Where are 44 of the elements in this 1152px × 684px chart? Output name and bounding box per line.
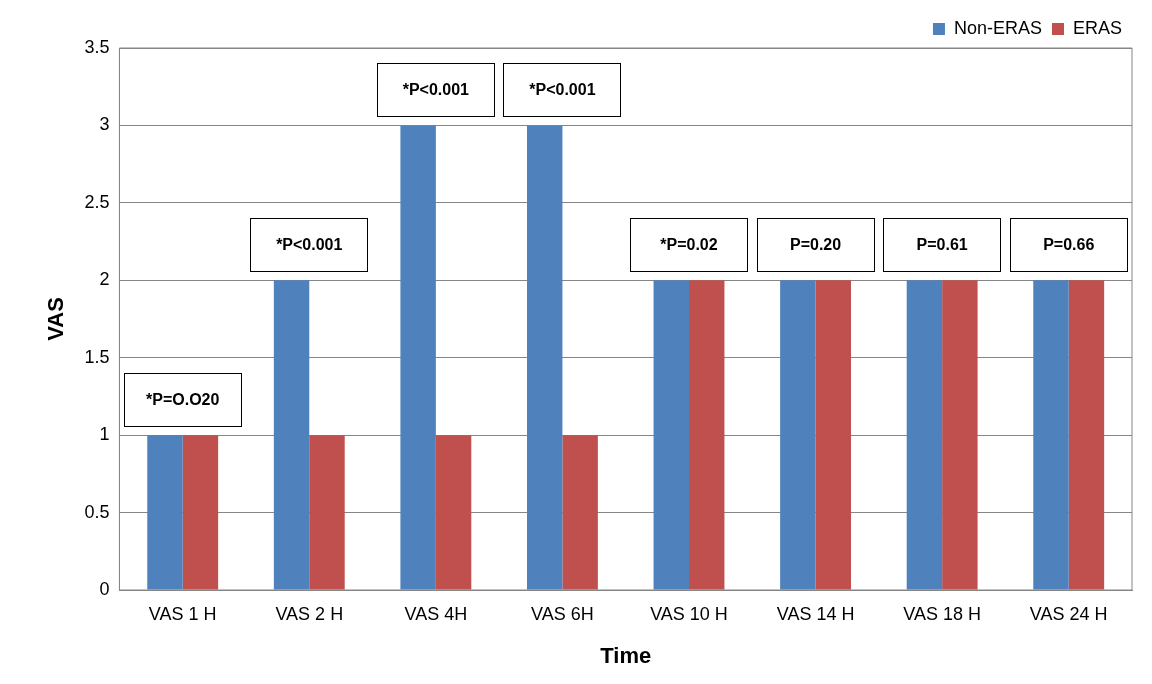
x-tick-label: VAS 4H [404,603,468,624]
x-tick-label: VAS 14 H [776,603,855,624]
callout-box: *P=O.O20 [123,373,242,428]
callout-box: *P<0.001 [376,63,495,118]
y-tick-label: 3.5 [84,36,110,57]
bar [309,435,345,590]
y-axis-title: VAS [43,297,69,341]
bar [182,435,219,590]
legend-label: Non-ERAS [953,17,1042,38]
callout-box: *P<0.001 [250,218,369,273]
bar [400,125,436,590]
x-tick-label: VAS 6H [531,603,594,624]
bar [1033,280,1069,590]
y-tick-label: 0.5 [84,501,110,522]
y-tick-label: 2.5 [84,191,110,212]
bar [526,125,563,590]
x-tick-label: VAS 2 H [275,603,344,624]
x-tick-label: VAS 10 H [650,603,728,624]
callout-box: P=0.61 [883,218,1002,273]
y-tick-label: 3 [99,114,110,135]
bar [942,280,978,590]
y-tick-label: 0 [99,578,110,599]
bar [653,280,689,590]
legend-label: ERAS [1072,17,1123,38]
x-tick-label: VAS 18 H [903,603,981,624]
y-tick-label: 1.5 [84,346,110,367]
bar [1068,280,1105,590]
bar [906,280,943,590]
callout-box: *P=0.02 [630,218,748,273]
bar [273,280,310,590]
bar [435,435,472,590]
bar [689,280,725,590]
bar [780,280,816,590]
callout-box: P=0.66 [1009,218,1128,273]
bar [562,435,598,590]
x-axis-title: Time [600,642,652,668]
x-tick-label: VAS 1 H [148,603,217,624]
bar [815,280,852,590]
bar [147,435,183,590]
y-tick-label: 1 [99,424,110,445]
x-tick-label: VAS 24 H [1029,603,1108,624]
callout-box: *P<0.001 [503,63,622,118]
callout-box: P=0.20 [756,218,875,273]
y-tick-label: 2 [99,269,110,290]
